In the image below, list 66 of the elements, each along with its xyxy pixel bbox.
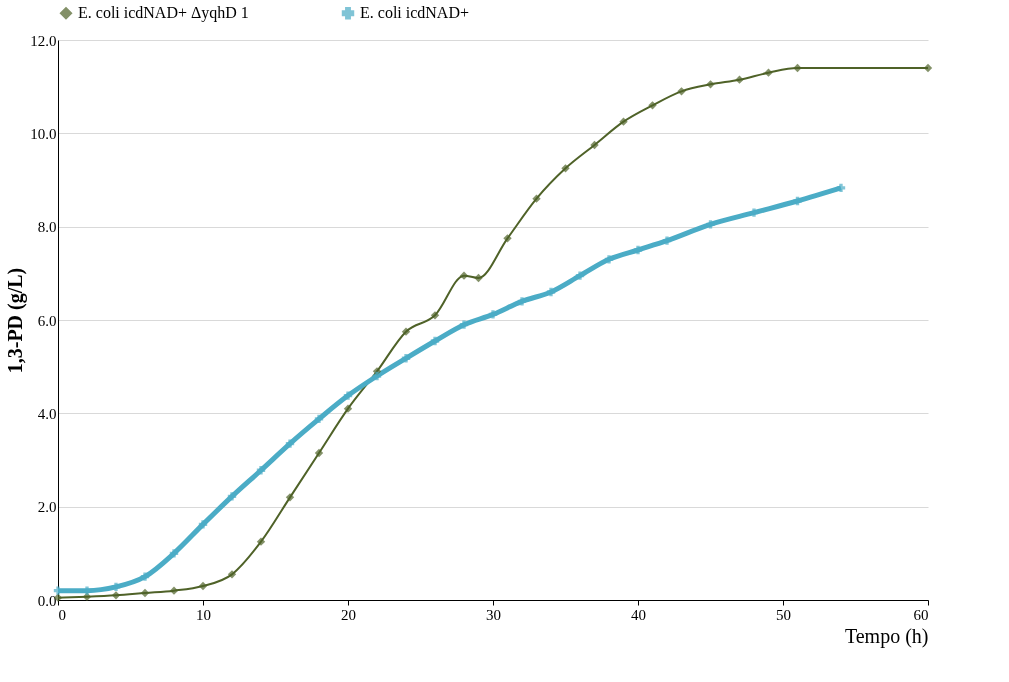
point [706, 80, 715, 89]
point [314, 448, 324, 458]
point [662, 236, 672, 245]
y-tick-label: 12.0 [30, 32, 57, 49]
point [619, 117, 628, 126]
y-tick-label: 0.0 [37, 592, 57, 609]
point [372, 371, 382, 381]
point [706, 220, 715, 229]
point [459, 320, 469, 329]
point [401, 354, 411, 363]
point [256, 537, 266, 546]
point [169, 549, 179, 558]
x-tick-label: 10 [196, 606, 211, 623]
point [735, 75, 744, 84]
point [604, 255, 614, 264]
point [198, 581, 208, 591]
point [256, 466, 266, 475]
point [111, 582, 121, 592]
point [430, 336, 440, 346]
point [793, 196, 802, 206]
point [459, 271, 469, 280]
legend-label: E. coli icdNAD+ [360, 4, 469, 22]
point [169, 586, 179, 595]
point [749, 208, 759, 217]
point [474, 273, 483, 283]
point [575, 271, 585, 280]
point [546, 287, 556, 297]
point [401, 327, 411, 336]
point [111, 591, 121, 600]
point [314, 414, 324, 424]
point [517, 297, 527, 306]
point [764, 68, 773, 77]
point [633, 245, 643, 255]
y-tick-label: 4.0 [37, 405, 57, 422]
point [227, 492, 237, 501]
y-axis-title: 1,3-PD (g/L) [4, 267, 28, 374]
point [227, 570, 237, 579]
legend-label: E. coli icdNAD+ ΔyqhD 1 [78, 4, 249, 23]
y-tick-label: 10.0 [30, 125, 57, 142]
x-tick-label: 40 [631, 606, 646, 623]
x-tick-label: 20 [341, 606, 356, 623]
point [285, 439, 295, 448]
x-tick-label: 0 [58, 606, 66, 623]
point [677, 87, 686, 96]
x-axis-title: Tempo (h) [844, 624, 929, 648]
point [590, 140, 599, 150]
point [343, 404, 353, 413]
x-tick-label: 30 [486, 606, 501, 623]
point [648, 101, 657, 110]
point [488, 310, 498, 319]
point [343, 391, 353, 400]
point [140, 588, 150, 598]
point [503, 234, 512, 243]
point [140, 572, 150, 581]
point [532, 194, 541, 203]
y-tick-label: 6.0 [37, 312, 57, 329]
point [285, 493, 295, 502]
point [793, 63, 802, 73]
y-tick-label: 8.0 [37, 219, 57, 236]
point [198, 520, 208, 529]
point [561, 164, 570, 173]
y-tick-label: 2.0 [37, 499, 57, 516]
point [430, 311, 440, 320]
point [836, 183, 846, 193]
x-tick-label: 50 [776, 606, 791, 623]
x-tick-label: 60 [913, 606, 929, 623]
